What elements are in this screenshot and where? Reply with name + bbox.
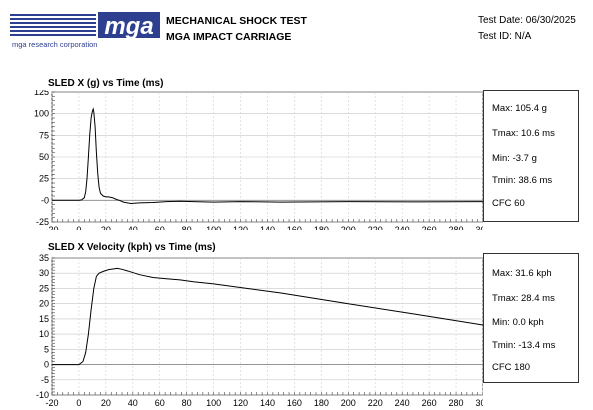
chart1-min: Min: -3.7 g bbox=[492, 153, 537, 164]
chart1-x-tick-label: 300 bbox=[475, 225, 483, 230]
chart1-x-tick-label: 160 bbox=[287, 225, 302, 230]
chart2-x-tick-label: 140 bbox=[260, 398, 275, 408]
chart1-cfc: CFC 60 bbox=[492, 198, 525, 209]
acceleration-chart: -25 -0 25 50 75 100 125 -20 0 20 40 60 80 100 120 140 16… bbox=[34, 90, 483, 230]
chart2-x-tick-label: 40 bbox=[128, 398, 138, 408]
chart2-tmin: Tmin: -13.4 ms bbox=[492, 340, 556, 351]
chart2-y-tick-label: 10 bbox=[39, 329, 49, 339]
chart1-series-line bbox=[52, 107, 483, 205]
chart1-x-tick-label: 40 bbox=[128, 225, 138, 230]
chart2-y-tick-label: 35 bbox=[39, 253, 49, 263]
chart1-x-tick-label: 180 bbox=[314, 225, 329, 230]
chart1-x-tick-label: 260 bbox=[422, 225, 437, 230]
chart2-min: Min: 0.0 kph bbox=[492, 317, 544, 328]
chart1-x-tick-label: -20 bbox=[45, 225, 58, 230]
logo-subtext: mga research corporation bbox=[12, 40, 97, 49]
chart1-tmax: Tmax: 10.6 ms bbox=[492, 128, 555, 139]
chart2-max: Max: 31.6 kph bbox=[492, 268, 552, 279]
chart2-series-line bbox=[52, 267, 483, 366]
chart1-x-tick-label: 60 bbox=[155, 225, 165, 230]
chart1-x-tick-label: 200 bbox=[341, 225, 356, 230]
chart1-x-tick-label: 0 bbox=[76, 225, 81, 230]
chart2-x-tick-label: 20 bbox=[101, 398, 111, 408]
chart2-x-tick-label: 80 bbox=[182, 398, 192, 408]
report-subtitle: MGA IMPACT CARRIAGE bbox=[166, 31, 292, 43]
report-header: mga mga research corporation MECHANICAL … bbox=[0, 0, 593, 60]
chart2-y-tick-label: -10 bbox=[36, 390, 49, 400]
logo-text: mga bbox=[104, 13, 153, 40]
chart1-y-tick-label: 125 bbox=[34, 90, 49, 97]
report-title: MECHANICAL SHOCK TEST bbox=[166, 15, 307, 27]
chart2-x-tick-label: 240 bbox=[395, 398, 410, 408]
chart2-x-tick-label: 120 bbox=[233, 398, 248, 408]
chart2-y-tick-label: 0 bbox=[44, 360, 49, 370]
chart2-x-tick-label: 180 bbox=[314, 398, 329, 408]
chart2-y-tick-label: 20 bbox=[39, 299, 49, 309]
chart2-x-tick-label: -20 bbox=[45, 398, 58, 408]
chart2-x-tick-label: 200 bbox=[341, 398, 356, 408]
chart1-x-tick-label: 220 bbox=[368, 225, 383, 230]
chart2-x-tick-label: 100 bbox=[206, 398, 221, 408]
chart2-x-tick-label: 160 bbox=[287, 398, 302, 408]
chart2-y-tick-label: 30 bbox=[39, 268, 49, 278]
chart2-x-tick-label: 220 bbox=[368, 398, 383, 408]
chart2-y-tick-label: -5 bbox=[41, 375, 49, 385]
chart1-x-tick-label: 80 bbox=[182, 225, 192, 230]
chart2-x-tick-label: 300 bbox=[475, 398, 483, 408]
chart2-y-tick-label: 15 bbox=[39, 314, 49, 324]
mga-logo: mga mga research corporation bbox=[10, 12, 160, 49]
chart1-y-tick-label: -25 bbox=[36, 217, 49, 227]
chart2-x-tick-label: 0 bbox=[76, 398, 81, 408]
chart1-x-tick-label: 280 bbox=[449, 225, 464, 230]
chart1-tmin: Tmin: 38.6 ms bbox=[492, 175, 553, 186]
chart2-x-tick-label: 60 bbox=[155, 398, 165, 408]
chart1-y-tick-label: -0 bbox=[41, 195, 49, 205]
chart1-title: SLED X (g) vs Time (ms) bbox=[48, 78, 164, 89]
chart1-x-tick-label: 120 bbox=[233, 225, 248, 230]
chart1-stats-box: Max: 105.4 g Tmax: 10.6 ms Min: -3.7 g T… bbox=[483, 90, 579, 222]
chart2-x-tick-label: 280 bbox=[449, 398, 464, 408]
chart2-y-tick-label: 25 bbox=[39, 283, 49, 293]
chart1-y-tick-label: 25 bbox=[39, 174, 49, 184]
chart1-max: Max: 105.4 g bbox=[492, 103, 547, 114]
test-id: Test ID: N/A bbox=[478, 31, 532, 42]
chart1-y-tick-label: 100 bbox=[34, 109, 49, 119]
chart1-y-tick-label: 50 bbox=[39, 152, 49, 162]
test-date: Test Date: 06/30/2025 bbox=[478, 15, 576, 26]
chart1-x-tick-label: 20 bbox=[101, 225, 111, 230]
chart2-title: SLED X Velocity (kph) vs Time (ms) bbox=[48, 242, 216, 253]
chart2-tmax: Tmax: 28.4 ms bbox=[492, 293, 555, 304]
chart1-x-tick-label: 140 bbox=[260, 225, 275, 230]
chart2-stats-box: Max: 31.6 kph Tmax: 28.4 ms Min: 0.0 kph… bbox=[483, 253, 579, 383]
chart1-x-tick-label: 100 bbox=[206, 225, 221, 230]
chart2-x-tick-label: 260 bbox=[422, 398, 437, 408]
chart2-cfc: CFC 180 bbox=[492, 362, 531, 373]
chart1-x-tick-label: 240 bbox=[395, 225, 410, 230]
velocity-chart: -10 -5 0 5 10 15 20 25 30 35 -20 0 20 40 60 80 100 120 140… bbox=[36, 253, 483, 408]
chart1-y-tick-label: 75 bbox=[39, 130, 49, 140]
chart2-y-tick-label: 5 bbox=[44, 344, 49, 354]
